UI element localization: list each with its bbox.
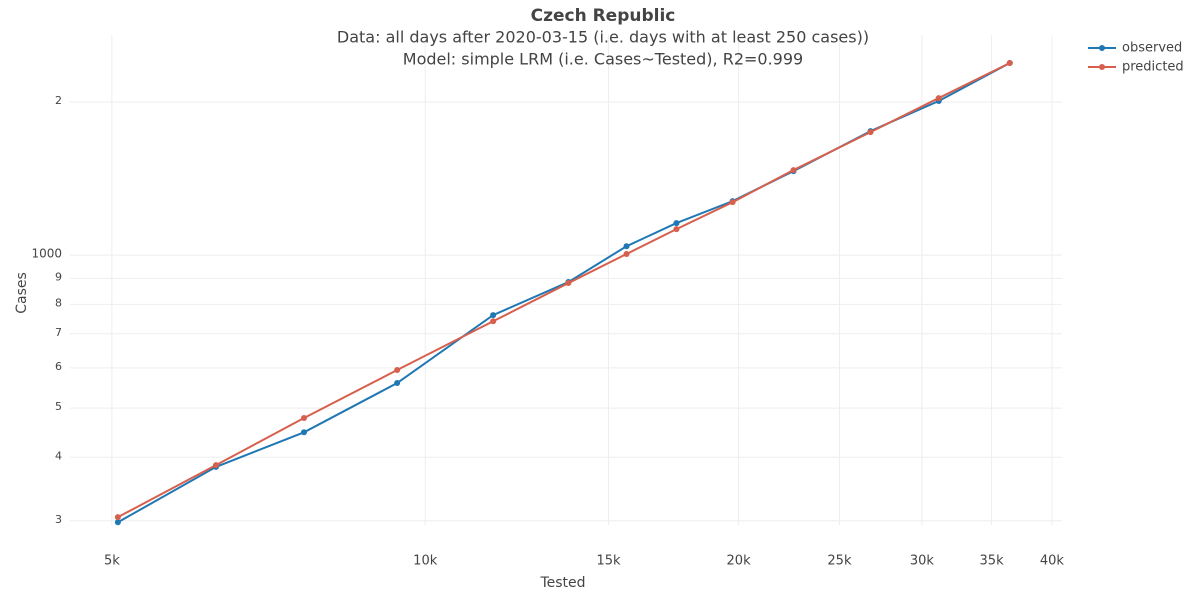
point: [623, 243, 630, 250]
chart-subtitle: Data: all days after 2020-03-15 (i.e. da…: [337, 28, 869, 47]
legend-marker: [1099, 64, 1105, 70]
x-axis-title: Tested: [539, 575, 585, 591]
point: [867, 129, 874, 136]
x-tick-label: 25k: [827, 554, 852, 569]
grid: [70, 35, 1062, 525]
point: [565, 280, 572, 287]
x-tick-label: 40k: [1040, 554, 1065, 569]
point: [300, 414, 307, 421]
x-tick-label: 15k: [596, 554, 621, 569]
series-line: [117, 62, 1011, 524]
point: [935, 95, 942, 102]
y-tick-label: 3: [55, 513, 62, 526]
point: [490, 318, 497, 325]
legend-marker: [1099, 45, 1105, 51]
point: [1006, 59, 1013, 66]
point: [790, 167, 797, 174]
chart-subtitle: Model: simple LRM (i.e. Cases~Tested), R…: [403, 50, 803, 69]
y-tick-label: 2: [55, 94, 62, 107]
legend-label: observed: [1122, 41, 1182, 56]
x-tick-label: 35k: [980, 554, 1005, 569]
chart-title: Czech Republic: [531, 6, 676, 26]
y-tick-label: 1000: [31, 247, 62, 261]
x-tick-label: 30k: [910, 554, 935, 569]
point: [673, 226, 680, 233]
point: [490, 312, 497, 319]
y-tick-label: 5: [55, 400, 62, 413]
x-tick-label: 5k: [104, 554, 120, 569]
series-line: [117, 62, 1011, 519]
point: [212, 462, 219, 469]
y-axis-title: Cases: [14, 272, 30, 314]
point: [394, 367, 401, 374]
point: [394, 380, 401, 387]
y-tick-label: 4: [55, 449, 62, 462]
point: [114, 519, 121, 526]
point: [300, 429, 307, 436]
point: [729, 199, 736, 206]
point: [673, 220, 680, 227]
point: [114, 514, 121, 521]
y-tick-label: 6: [55, 360, 62, 373]
y-tick-label: 8: [55, 296, 62, 309]
legend-label: predicted: [1122, 60, 1184, 75]
x-tick-label: 20k: [727, 554, 752, 569]
y-tick-label: 9: [55, 270, 62, 283]
y-tick-label: 7: [55, 326, 62, 339]
x-tick-label: 10k: [413, 554, 438, 569]
point: [623, 250, 630, 257]
